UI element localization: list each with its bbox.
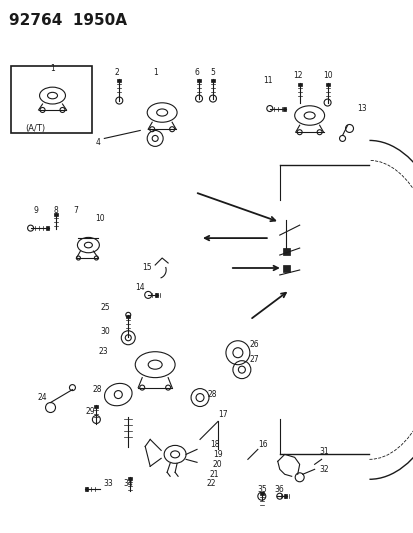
Text: 6: 6 — [194, 68, 199, 77]
Text: (A/T): (A/T) — [26, 124, 45, 133]
Text: 92764  1950A: 92764 1950A — [9, 13, 126, 28]
Bar — [282, 265, 289, 272]
Text: 31: 31 — [319, 447, 328, 456]
Bar — [155, 293, 158, 297]
Text: 18: 18 — [209, 440, 219, 449]
Text: 20: 20 — [212, 460, 222, 469]
Text: 21: 21 — [209, 470, 219, 479]
Bar — [211, 79, 214, 82]
Bar — [283, 494, 286, 498]
Bar — [282, 107, 285, 110]
Bar — [11, 66, 92, 133]
Bar — [259, 492, 263, 495]
Bar — [53, 213, 57, 216]
Text: 10: 10 — [95, 214, 105, 223]
Text: 12: 12 — [292, 71, 302, 80]
Text: 8: 8 — [53, 206, 58, 215]
Text: 11: 11 — [262, 76, 272, 85]
Text: 7: 7 — [73, 206, 78, 215]
Bar — [197, 79, 201, 82]
Text: 2: 2 — [115, 68, 119, 77]
Text: 32: 32 — [319, 465, 328, 474]
Bar — [325, 83, 329, 86]
Text: 24: 24 — [38, 393, 47, 402]
Bar — [128, 477, 132, 480]
Text: 13: 13 — [357, 104, 366, 113]
Bar — [297, 83, 301, 86]
Bar — [45, 226, 48, 230]
Bar — [126, 315, 130, 318]
Text: 23: 23 — [98, 347, 108, 356]
Text: 1: 1 — [152, 68, 157, 77]
Text: 26: 26 — [249, 340, 259, 349]
Bar — [85, 487, 88, 491]
Text: 29: 29 — [85, 407, 95, 416]
Text: 27: 27 — [249, 355, 259, 364]
Text: 10: 10 — [322, 71, 332, 80]
Bar — [117, 79, 121, 82]
Text: 5: 5 — [210, 68, 215, 77]
Text: 17: 17 — [217, 410, 227, 419]
Bar — [282, 248, 289, 255]
Text: 19: 19 — [212, 450, 222, 459]
Text: 30: 30 — [100, 327, 110, 336]
Text: 35: 35 — [256, 484, 266, 494]
Text: 14: 14 — [135, 284, 145, 293]
Text: 28: 28 — [207, 390, 217, 399]
Text: 16: 16 — [257, 440, 267, 449]
Text: 34: 34 — [123, 479, 133, 488]
Text: 9: 9 — [33, 206, 38, 215]
Text: 36: 36 — [274, 484, 284, 494]
Text: 15: 15 — [142, 263, 152, 272]
Text: 22: 22 — [206, 479, 215, 488]
Text: 33: 33 — [103, 479, 113, 488]
Text: 28: 28 — [93, 385, 102, 394]
Text: 25: 25 — [100, 303, 110, 312]
Text: 1: 1 — [50, 64, 55, 73]
Text: 4: 4 — [95, 138, 100, 147]
Bar — [94, 405, 98, 408]
